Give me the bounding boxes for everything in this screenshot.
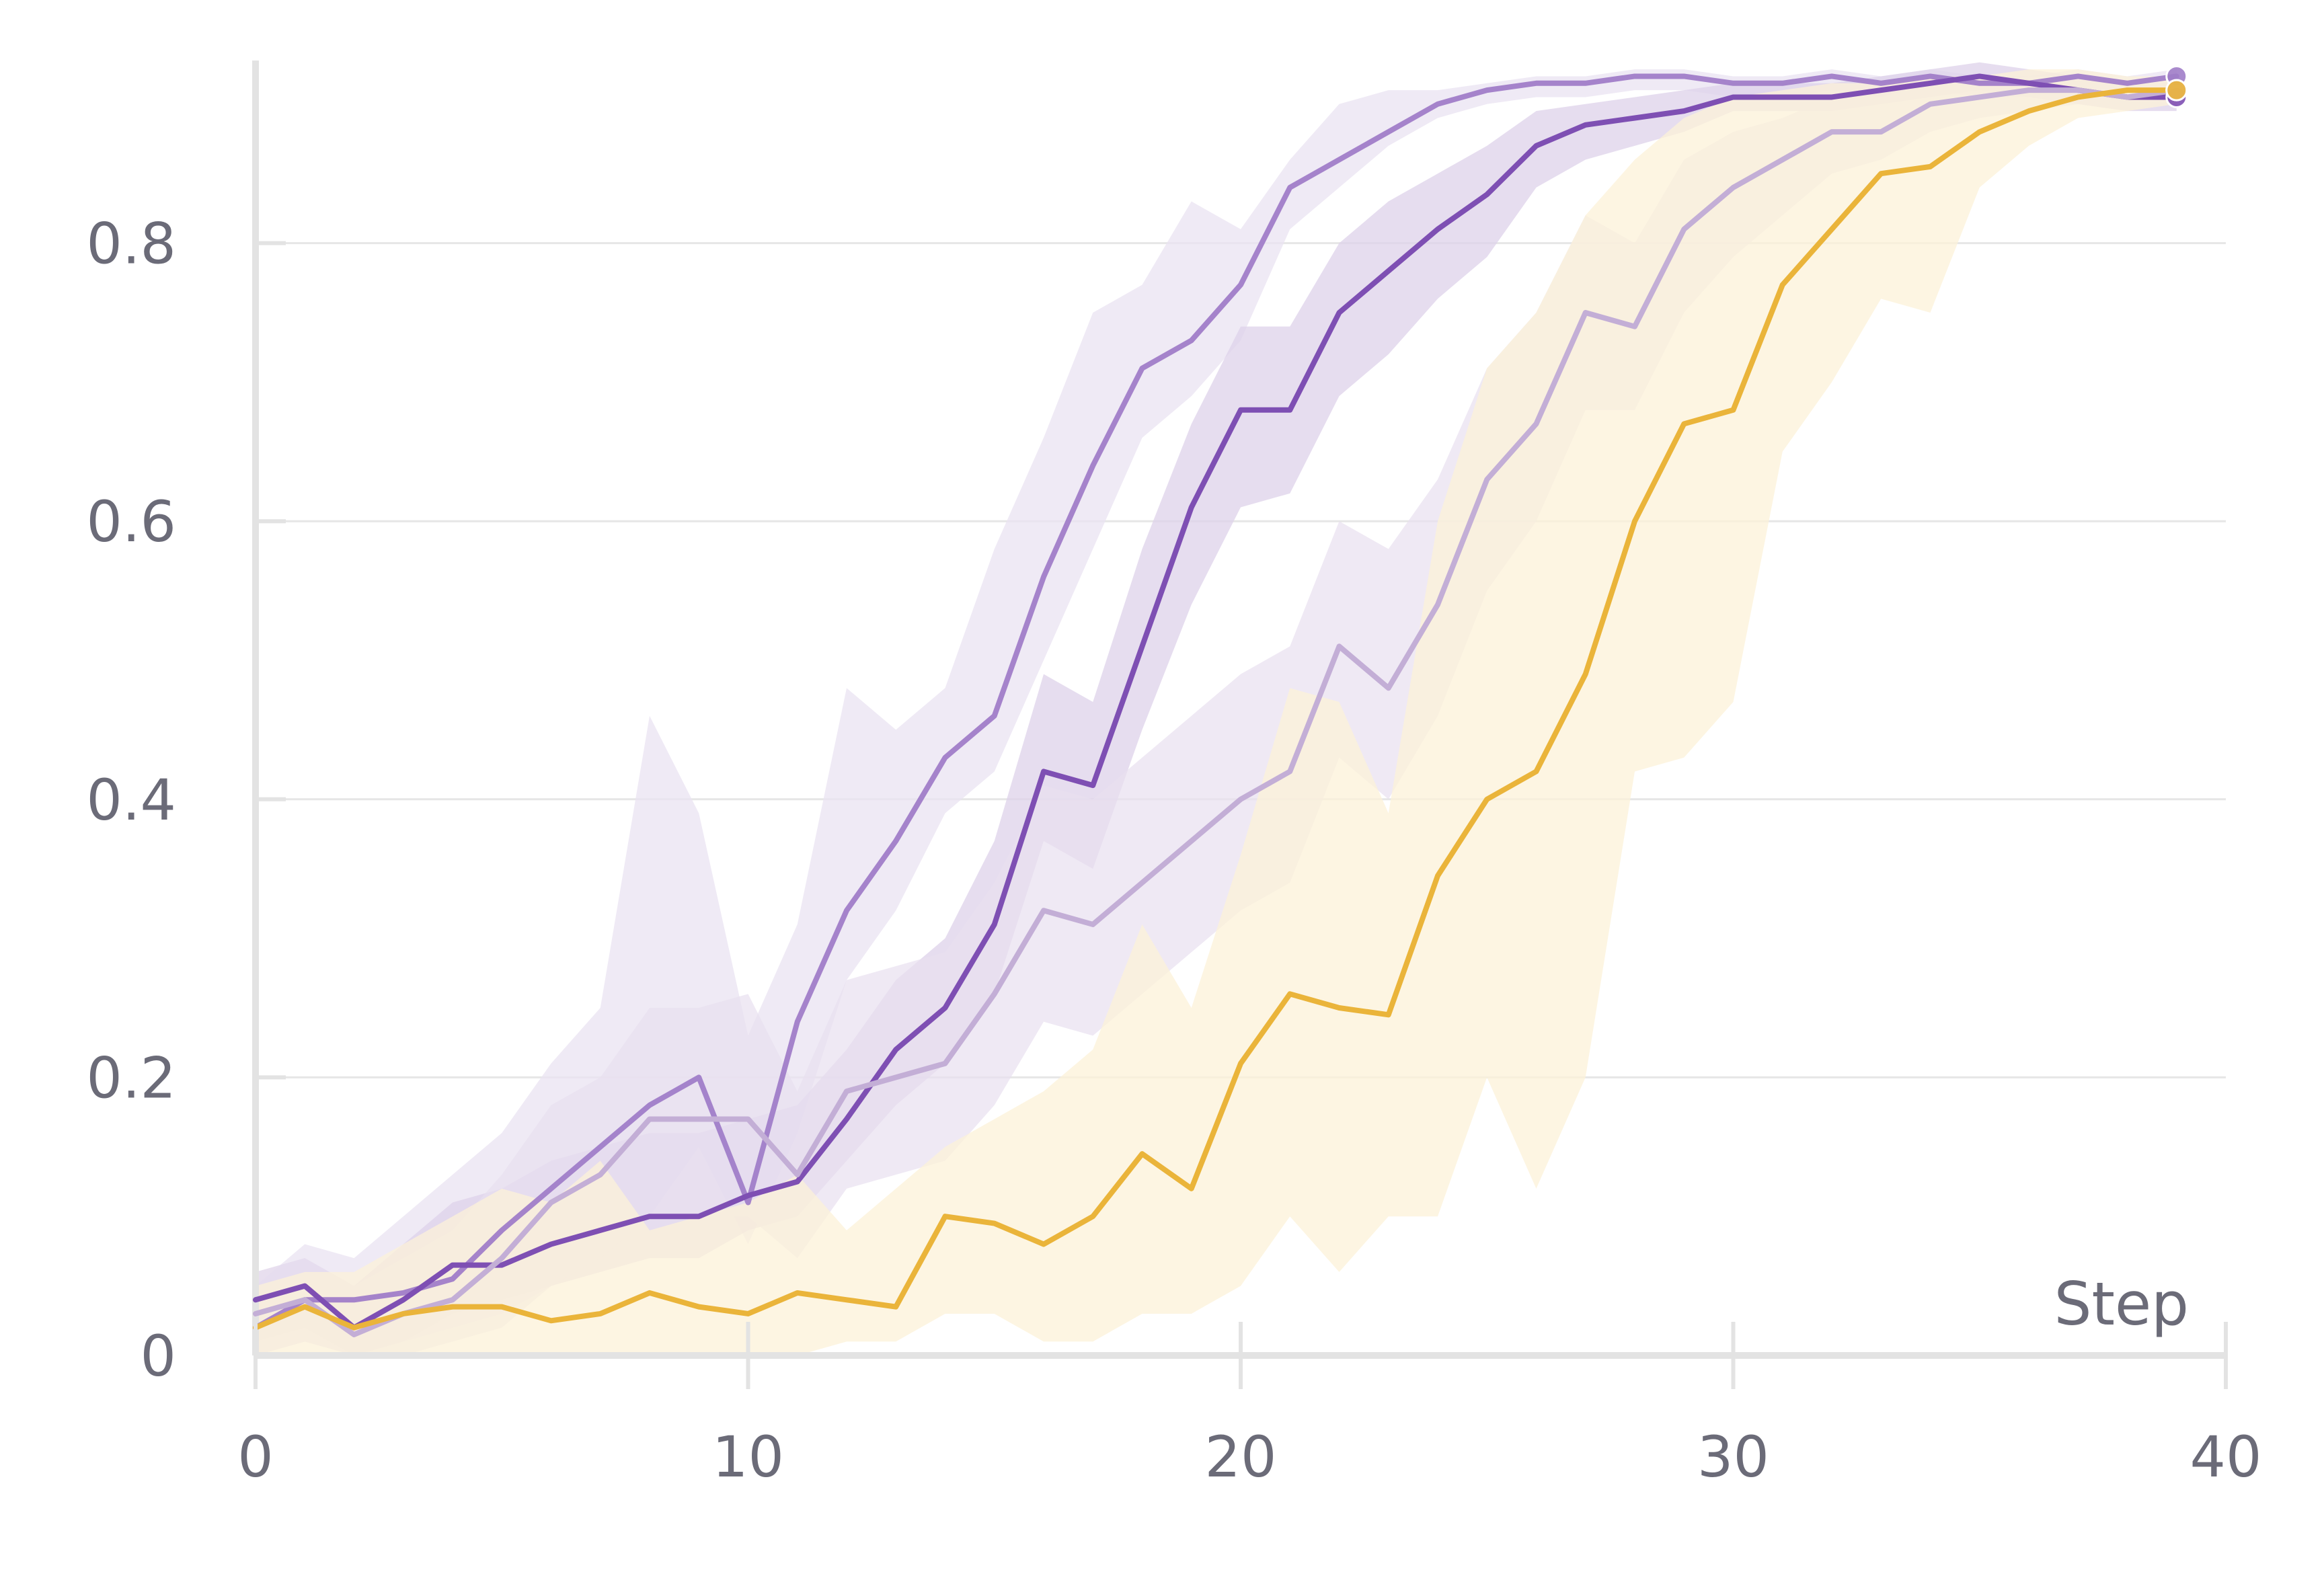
x-tick-label: 10 xyxy=(712,1424,784,1490)
y-tick-label: 0.6 xyxy=(86,489,176,555)
y-tick-label: 0.2 xyxy=(86,1045,176,1111)
x-tick-label: 30 xyxy=(1697,1424,1769,1490)
series-3-line xyxy=(253,87,2179,1337)
x-axis-ticks: 0 10 20 30 40 xyxy=(237,1322,2261,1490)
x-axis-title: Step xyxy=(2054,1269,2189,1339)
series-4-line xyxy=(253,87,2179,1331)
series-3-band xyxy=(256,76,2177,1356)
series-1-line xyxy=(253,73,2179,1331)
series-2-line xyxy=(253,73,2179,1331)
series-lines xyxy=(253,73,2179,1337)
confidence-bands xyxy=(256,62,2177,1356)
y-tick-label: 0 xyxy=(141,1323,176,1389)
x-tick-label: 40 xyxy=(2190,1424,2262,1490)
series-4-endpoint xyxy=(2165,79,2188,102)
y-axis-ticks: 0 0.2 0.4 0.6 0.8 xyxy=(86,211,286,1389)
y-tick-label: 0.4 xyxy=(86,767,176,833)
y-tick-label: 0.8 xyxy=(86,211,176,277)
x-tick-label: 20 xyxy=(1205,1424,1277,1490)
series-endpoints xyxy=(2165,65,2188,108)
series-4-band xyxy=(256,69,2177,1356)
x-tick-label: 0 xyxy=(237,1424,273,1490)
